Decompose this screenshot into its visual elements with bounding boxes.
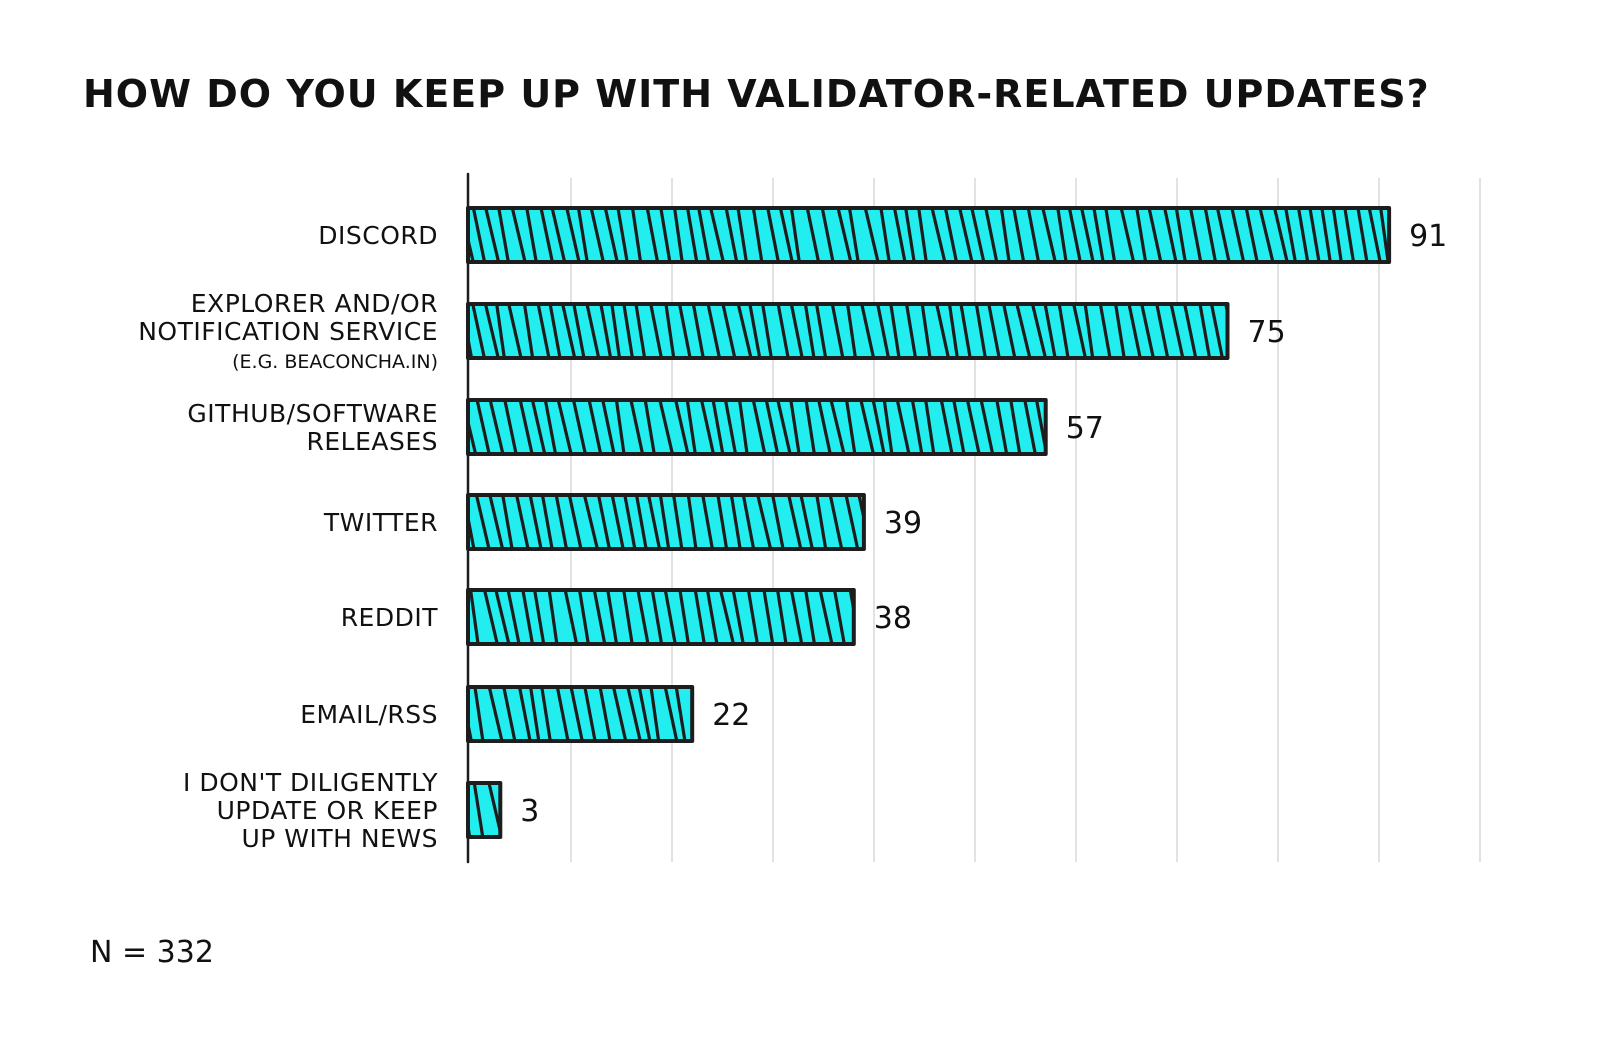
value-label: 91 — [1409, 219, 1447, 254]
bars-group — [466, 206, 1392, 839]
value-label: 75 — [1248, 315, 1286, 350]
bar — [466, 781, 503, 839]
bar — [466, 206, 1392, 264]
category-label: (E.G. BEACONCHA.IN) — [232, 351, 438, 373]
bar-outline — [466, 398, 1048, 456]
bar-outline — [466, 206, 1392, 264]
chart-title: HOW DO YOU KEEP UP WITH VALIDATOR-RELATE… — [83, 72, 1430, 116]
category-label: RELEASES — [306, 427, 438, 456]
category-label: EXPLORER AND/OR — [191, 289, 438, 318]
value-label: 22 — [712, 698, 750, 733]
category-label: GITHUB/SOFTWARE — [187, 399, 438, 428]
bar-hatching — [468, 590, 854, 644]
category-label: UP WITH NEWS — [241, 824, 438, 853]
value-labels: 91 75 57 39 38 22 3 — [520, 219, 1447, 829]
bar — [466, 493, 866, 551]
category-label: EMAIL/RSS — [300, 700, 438, 729]
value-label: 38 — [874, 601, 912, 636]
grid-lines — [570, 178, 1481, 862]
bar-outline — [466, 588, 856, 646]
category-label: NOTIFICATION SERVICE — [138, 317, 438, 346]
bar-outline — [466, 685, 695, 743]
bar-outline — [466, 493, 866, 551]
sample-size-note: N = 332 — [90, 935, 214, 970]
bar — [466, 588, 856, 646]
category-label: REDDIT — [341, 603, 439, 632]
bar-hatching — [468, 208, 1390, 262]
bar-outline — [466, 781, 503, 839]
bar — [466, 302, 1230, 360]
category-label: DISCORD — [318, 221, 438, 250]
category-label: TWITTER — [323, 508, 438, 537]
bar-hatching — [468, 495, 864, 549]
bar-hatching — [468, 304, 1228, 358]
category-label: UPDATE OR KEEP — [217, 796, 438, 825]
bar — [466, 398, 1048, 456]
bar-outline — [466, 302, 1230, 360]
value-label: 57 — [1066, 411, 1104, 446]
bar — [466, 685, 695, 743]
category-label: I DON'T DILIGENTLY — [183, 768, 438, 797]
value-label: 39 — [884, 506, 922, 541]
value-label: 3 — [520, 794, 539, 829]
